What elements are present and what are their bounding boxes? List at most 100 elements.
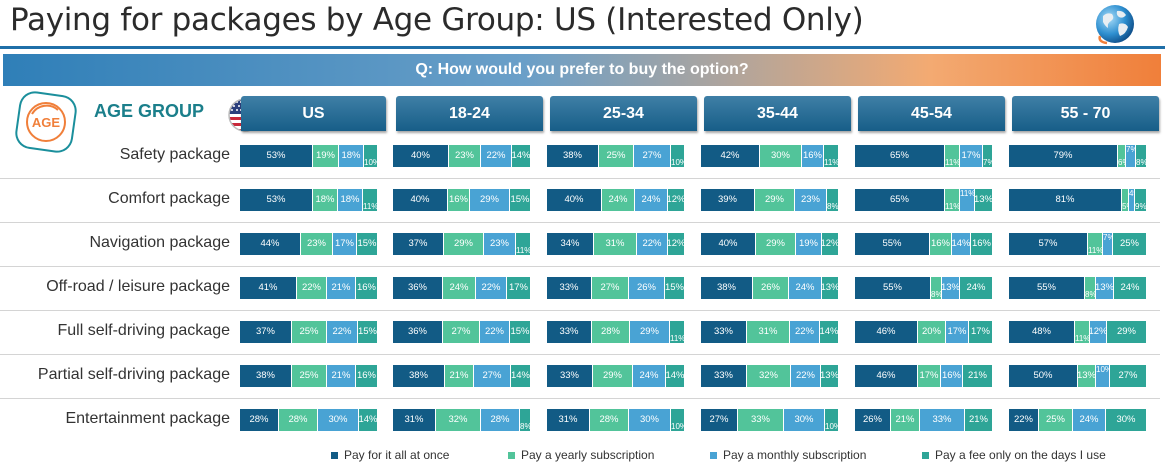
bar-segment-pay-a-fee-only-on-the-days-i-use: 11%: [824, 145, 839, 167]
bar-55-70-off-road-leisure-package: 55% 8% 13% 24%: [1009, 277, 1147, 299]
data-label: 34%: [560, 238, 580, 249]
bar-segment-pay-a-monthly-subscription: 24%: [789, 277, 822, 299]
data-label: 33%: [559, 282, 579, 293]
legend-item-pay-a-monthly-subscription: Pay a monthly subscription: [710, 448, 866, 462]
data-label: 33%: [932, 414, 952, 425]
data-label: 24%: [449, 282, 469, 293]
bar-segment-pay-a-monthly-subscription: 33%: [920, 409, 965, 431]
data-label: 46%: [876, 326, 896, 337]
data-label: 27%: [451, 326, 471, 337]
bar-segment-pay-for-it-all-at-once: 40%: [701, 233, 756, 255]
data-label: 16%: [941, 370, 962, 381]
data-label: 27%: [482, 370, 502, 381]
row-label-partial-self-driving-package: Partial self-driving package: [37, 366, 230, 383]
data-label: 22%: [332, 326, 352, 337]
bar-segment-pay-for-it-all-at-once: 55%: [855, 233, 930, 255]
bar-25-34-safety-package: 38% 25% 27% 10%: [547, 145, 687, 167]
row-separator: [0, 266, 1160, 267]
bar-segment-pay-a-fee-only-on-the-days-i-use: 10%: [671, 145, 687, 167]
data-label: 48%: [1031, 326, 1052, 337]
data-label: 22%: [795, 370, 816, 381]
bar-segment-pay-for-it-all-at-once: 65%: [855, 145, 945, 167]
data-label: 17%: [334, 238, 355, 249]
data-label: 8%: [827, 202, 839, 211]
data-label: 5%: [1122, 202, 1134, 211]
data-label: 8%: [520, 422, 532, 431]
data-label: 38%: [408, 370, 429, 381]
bar-us-partial-self-driving-package: 38% 25% 21% 16%: [240, 365, 378, 387]
data-label: 21%: [449, 370, 469, 381]
data-label: 14%: [819, 326, 839, 337]
data-label: 27%: [600, 282, 620, 293]
data-label: 14%: [358, 414, 378, 425]
data-label: 55%: [882, 282, 903, 293]
data-label: 22%: [486, 150, 506, 161]
data-label: 41%: [258, 282, 278, 293]
bar-segment-pay-a-fee-only-on-the-days-i-use: 10%: [671, 409, 687, 431]
bar-segment-pay-for-it-all-at-once: 22%: [1009, 409, 1039, 431]
bar-segment-pay-a-fee-only-on-the-days-i-use: 14%: [511, 145, 531, 167]
bar-segment-pay-a-monthly-subscription: 13%: [941, 277, 960, 299]
bar-segment-pay-a-yearly-subscription: 11%: [1088, 233, 1103, 255]
bar-segment-pay-a-fee-only-on-the-days-i-use: 17%: [969, 321, 993, 343]
data-label: 24%: [639, 370, 659, 381]
bar-segment-pay-a-yearly-subscription: 28%: [590, 409, 629, 431]
bar-segment-pay-a-yearly-subscription: 33%: [738, 409, 784, 431]
bar-segment-pay-a-fee-only-on-the-days-i-use: 24%: [1114, 277, 1147, 299]
bar-segment-pay-a-monthly-subscription: 12%: [1088, 321, 1108, 343]
data-label: 14%: [511, 150, 531, 161]
data-label: 17%: [508, 282, 529, 293]
bar-segment-pay-a-monthly-subscription: 28%: [481, 409, 520, 431]
legend-swatch: [508, 451, 515, 459]
bar-segment-pay-a-monthly-subscription: 22%: [790, 321, 820, 343]
bar-35-44-partial-self-driving-package: 33% 32% 22% 13%: [701, 365, 839, 387]
globe-icon: [1096, 5, 1134, 45]
bar-segment-pay-a-monthly-subscription: 21%: [327, 365, 356, 387]
bar-segment-pay-a-fee-only-on-the-days-i-use: 12%: [820, 233, 840, 255]
bar-segment-pay-a-yearly-subscription: 32%: [747, 365, 791, 387]
bar-segment-pay-a-fee-only-on-the-days-i-use: 14%: [511, 365, 531, 387]
bar-segment-pay-a-fee-only-on-the-days-i-use: 16%: [971, 233, 993, 255]
data-label: 11%: [670, 334, 686, 343]
bar-55-70-entertainment-package: 22% 25% 24% 30%: [1009, 409, 1147, 431]
bar-segment-pay-a-monthly-subscription: 26%: [629, 277, 665, 299]
bar-segment-pay-for-it-all-at-once: 46%: [855, 365, 918, 387]
bar-segment-pay-a-fee-only-on-the-days-i-use: 16%: [356, 365, 378, 387]
bar-segment-pay-a-monthly-subscription: 29%: [630, 321, 670, 343]
data-label: 8%: [1136, 158, 1148, 167]
data-label: 9%: [1135, 202, 1147, 211]
bar-segment-pay-for-it-all-at-once: 55%: [855, 277, 931, 299]
data-label: 20%: [921, 326, 942, 337]
bar-segment-pay-a-fee-only-on-the-days-i-use: 15%: [358, 321, 378, 343]
data-label: 19%: [315, 150, 336, 161]
bar-segment-pay-a-monthly-subscription: 22%: [480, 321, 510, 343]
bar-segment-pay-a-fee-only-on-the-days-i-use: 21%: [965, 409, 993, 431]
bar-segment-pay-a-monthly-subscription: 13%: [1095, 277, 1114, 299]
row-separator: [0, 354, 1160, 355]
bar-segment-pay-a-fee-only-on-the-days-i-use: 11%: [363, 189, 378, 211]
data-label: 53%: [266, 150, 286, 161]
bar-segment-pay-a-monthly-subscription: 22%: [637, 233, 668, 255]
bar-segment-pay-a-yearly-subscription: 29%: [755, 189, 795, 211]
bar-us-comfort-package: 53% 18% 18% 11%: [240, 189, 378, 211]
data-label: 16%: [802, 150, 823, 161]
bar-segment-pay-a-monthly-subscription: 23%: [795, 189, 827, 211]
bar-us-navigation-package: 44% 23% 17% 15%: [240, 233, 378, 255]
bar-18-24-partial-self-driving-package: 38% 21% 27% 14%: [393, 365, 531, 387]
bar-segment-pay-a-monthly-subscription: 11%: [960, 189, 975, 211]
bar-segment-pay-for-it-all-at-once: 38%: [393, 365, 445, 387]
bar-segment-pay-a-monthly-subscription: 30%: [629, 409, 671, 431]
bar-segment-pay-for-it-all-at-once: 42%: [701, 145, 760, 167]
bar-segment-pay-a-yearly-subscription: 25%: [292, 365, 327, 387]
bar-segment-pay-a-monthly-subscription: 24%: [635, 189, 668, 211]
data-label: 28%: [600, 326, 621, 337]
bar-segment-pay-for-it-all-at-once: 33%: [701, 365, 747, 387]
data-label: 32%: [758, 370, 779, 381]
bar-segment-pay-for-it-all-at-once: 40%: [393, 189, 448, 211]
bar-us-off-road-leisure-package: 41% 22% 21% 16%: [240, 277, 378, 299]
panel-header-18-24: 18-24: [396, 96, 543, 131]
bar-segment-pay-for-it-all-at-once: 31%: [547, 409, 590, 431]
bar-35-44-comfort-package: 39% 29% 23% 8%: [701, 189, 839, 211]
legend-swatch: [922, 451, 929, 459]
bar-segment-pay-a-fee-only-on-the-days-i-use: 8%: [1136, 145, 1148, 167]
